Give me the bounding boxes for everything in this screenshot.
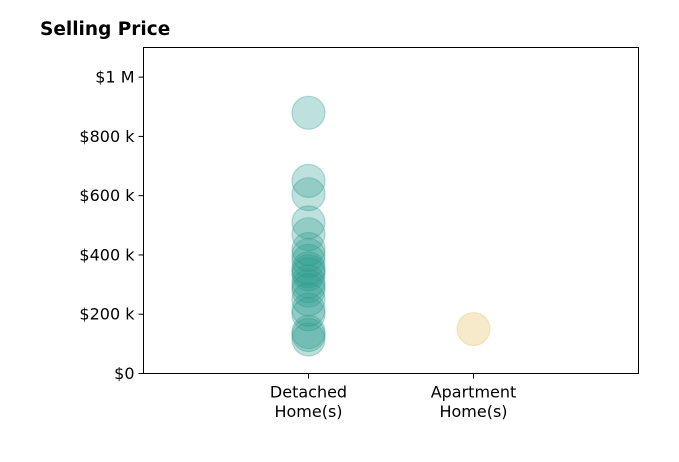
data-point (291, 297, 326, 332)
plot-frame (143, 47, 639, 374)
data-point (291, 95, 326, 130)
y-tick-label: $0 (114, 364, 134, 383)
data-point (291, 264, 326, 299)
x-tick-label: Detached (270, 383, 347, 402)
data-point (291, 237, 326, 273)
x-tick-label: Home(s) (439, 402, 507, 421)
data-point (291, 322, 326, 357)
chart-title: Selling Price (40, 19, 170, 40)
y-tick-label: $1 M (95, 68, 134, 87)
data-point (291, 317, 326, 353)
data-point (291, 268, 326, 304)
data-point (291, 177, 326, 212)
data-point (456, 311, 491, 347)
data-point (291, 254, 326, 289)
y-tick-label: $400 k (79, 245, 135, 264)
data-point (291, 217, 326, 252)
data-point (291, 282, 326, 317)
data-point (291, 205, 326, 240)
data-point (291, 243, 326, 278)
data-point (291, 314, 326, 350)
axis-ticks: $0$200 k$400 k$600 k$800 k$1 MDetachedHo… (79, 68, 516, 421)
y-tick-label: $800 k (79, 127, 135, 146)
y-tick-label: $600 k (79, 186, 135, 205)
data-point (291, 273, 326, 308)
data-point (291, 163, 326, 198)
data-point (291, 251, 326, 286)
x-tick-label: Home(s) (274, 402, 342, 421)
points-layer (291, 95, 491, 357)
y-tick-label: $200 k (79, 305, 135, 324)
x-tick-label: Apartment (431, 383, 517, 402)
data-point (291, 292, 326, 327)
data-point (291, 257, 326, 292)
data-point (291, 231, 326, 267)
